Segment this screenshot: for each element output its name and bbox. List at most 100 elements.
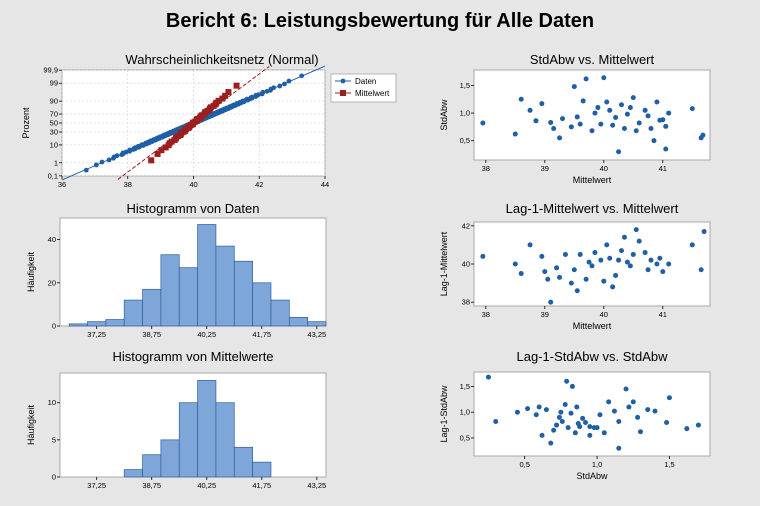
scatter-point (595, 105, 601, 111)
data-point-daten (282, 81, 287, 87)
y-tick-label: 70 (50, 110, 58, 119)
scatter-point (548, 440, 554, 446)
scatter-point (565, 425, 571, 431)
histogram-bar (233, 260, 253, 327)
scatter-point (583, 276, 589, 282)
scatter-point (660, 269, 666, 275)
scatter-point (559, 418, 565, 424)
scatter-point (630, 95, 636, 101)
data-point-mittelwert (148, 157, 155, 164)
scatter-point (572, 430, 578, 436)
scatter-point (562, 401, 568, 407)
y-tick-label: 1,5 (460, 382, 470, 391)
y-tick-label: 10 (50, 140, 58, 149)
y-tick-label: 99,9 (43, 66, 58, 75)
chart-title: Histogramm von Mittelwerte (112, 349, 273, 364)
scatter-point (627, 105, 633, 111)
scatter-point (577, 251, 583, 257)
histogram-bar (105, 319, 125, 327)
scatter-point (630, 399, 636, 405)
fit-line-mittelwert (117, 66, 270, 180)
scatter-point (624, 111, 630, 117)
scatter-point (616, 257, 622, 263)
scatter-point (587, 432, 593, 438)
plot-area (473, 371, 711, 457)
chart-title: Lag-1-Mittelwert vs. Mittelwert (506, 201, 679, 216)
scatter-point (557, 135, 563, 141)
scatter-point (589, 263, 595, 269)
scatter-point (525, 406, 531, 412)
scatter-point (548, 119, 554, 125)
scatter-point (574, 288, 580, 294)
scatter-point (607, 255, 613, 261)
legend-label: Mittelwert (355, 89, 390, 98)
data-point-daten (256, 92, 261, 98)
histogram-bar (178, 267, 198, 327)
x-axis-label: StdAbw (576, 471, 608, 481)
scatter-point (610, 284, 616, 290)
scatter-point (560, 116, 565, 122)
scatter-point (539, 253, 545, 259)
scatter-point (601, 430, 607, 436)
sd-vs-mean: StdAbw vs. Mittelwert 38 39 40 41 0,5 1,0 1,5 Mi… (439, 52, 711, 185)
x-tick-label: 1,5 (664, 460, 674, 469)
scatter-point (589, 128, 595, 134)
scatter-point (666, 395, 672, 401)
scatter-point (551, 126, 557, 132)
data-point-mittelwert (154, 150, 161, 157)
x-tick-label: 38,75 (142, 330, 161, 339)
data-point-daten (299, 73, 305, 79)
x-tick-label: 42 (255, 180, 263, 189)
scatter-point (698, 267, 704, 273)
scatter-point (624, 259, 630, 265)
scatter-point (689, 106, 695, 112)
legend-label: Daten (355, 77, 376, 86)
scatter-point (619, 248, 624, 254)
scatter-point (512, 131, 518, 137)
scatter-point (604, 99, 610, 105)
data-point-mittelwert (222, 92, 229, 99)
x-tick-label: 40 (189, 180, 197, 189)
y-tick-label: 30 (50, 127, 58, 136)
legend-marker (340, 90, 346, 96)
scatter-point (551, 427, 557, 433)
scatter-point (616, 418, 622, 424)
histogram-bar (215, 245, 235, 327)
scatter-point (592, 250, 598, 256)
x-tick-label: 38 (482, 164, 490, 173)
x-tick-label: 41 (659, 164, 667, 173)
scatter-point (583, 76, 589, 82)
histogram-bar (197, 224, 217, 327)
scatter-point (626, 404, 632, 410)
scatter-point (616, 149, 622, 155)
scatter-point (654, 99, 660, 105)
scatter-point (539, 432, 545, 438)
scatter-point (568, 410, 574, 416)
scatter-point (571, 267, 577, 273)
y-tick-label: 0,5 (460, 433, 470, 442)
x-tick-label: 40 (600, 164, 608, 173)
x-tick-label: 40,25 (197, 330, 216, 339)
x-tick-label: 38 (482, 310, 490, 319)
scatter-point (512, 261, 518, 267)
chart-title: Histogramm von Daten (127, 201, 260, 216)
x-tick-label: 36 (58, 180, 66, 189)
y-tick-label: 0,5 (460, 136, 470, 145)
scatter-point (604, 242, 610, 248)
histogram-bar (123, 469, 143, 478)
data-point-daten (286, 78, 292, 84)
data-point-mittelwert (215, 97, 222, 104)
scatter-point (630, 251, 636, 257)
scatter-point (527, 107, 533, 113)
scatter-point (562, 251, 568, 257)
histogram-bar (270, 299, 290, 327)
x-tick-label: 39 (541, 164, 549, 173)
data-point-daten (249, 94, 255, 100)
y-tick-label: 20 (48, 278, 56, 287)
y-tick-label: 0,1 (48, 171, 58, 180)
y-axis-label: Prozent (21, 107, 31, 139)
scatter-point (663, 123, 669, 129)
scatter-point (635, 414, 641, 420)
scatter-point (568, 124, 574, 130)
histogram-bar (215, 402, 235, 478)
